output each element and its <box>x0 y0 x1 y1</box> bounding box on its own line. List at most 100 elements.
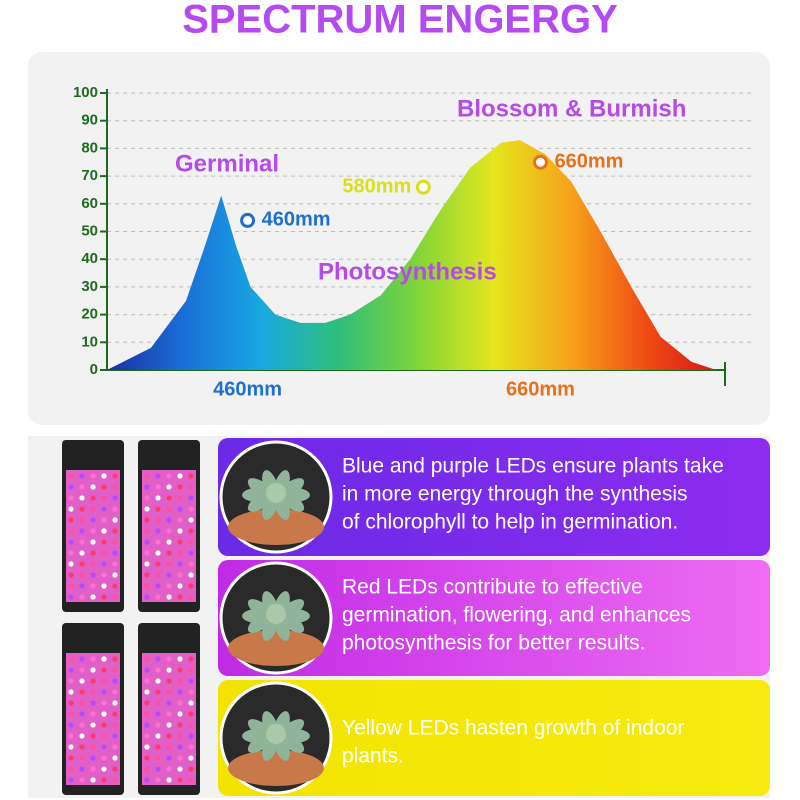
led <box>90 539 96 545</box>
led <box>188 539 194 545</box>
led <box>79 678 85 684</box>
led <box>155 583 161 589</box>
pot <box>228 630 324 666</box>
led <box>101 689 107 695</box>
led <box>90 506 96 512</box>
led <box>166 744 172 750</box>
led <box>144 755 150 761</box>
led-board <box>66 470 120 602</box>
led <box>166 700 172 706</box>
led <box>90 700 96 706</box>
led <box>188 484 194 490</box>
led <box>101 561 107 567</box>
led <box>90 678 96 684</box>
led <box>166 495 172 501</box>
led <box>68 700 74 706</box>
led <box>166 722 172 728</box>
led <box>155 777 161 783</box>
led <box>79 495 85 501</box>
led-board <box>142 653 196 785</box>
led <box>166 583 172 589</box>
led <box>79 722 85 728</box>
y-tick-label: 60 <box>81 195 98 212</box>
led <box>144 550 150 556</box>
led <box>101 766 107 772</box>
led <box>101 733 107 739</box>
led <box>155 561 161 567</box>
led <box>166 711 172 717</box>
led <box>155 528 161 534</box>
led <box>166 550 172 556</box>
x-tick-label: 660mm <box>506 378 575 400</box>
annotation: Blossom & Burmish <box>457 95 686 122</box>
led <box>79 484 85 490</box>
led <box>68 733 74 739</box>
led <box>144 766 150 772</box>
led <box>166 506 172 512</box>
pot <box>228 509 324 545</box>
led <box>188 572 194 578</box>
led <box>188 777 194 783</box>
chart: 0 10 20 30 40 50 60 70 80 90 100 460mm 660mm 460mm 580… <box>73 84 755 400</box>
panel-text: of chlorophyll to help in germination. <box>342 511 678 534</box>
led <box>79 733 85 739</box>
panel-texts: Blue and purple LEDs ensure plants take i… <box>342 455 724 768</box>
led <box>177 777 183 783</box>
led <box>68 528 74 534</box>
led <box>112 766 118 772</box>
led <box>155 539 161 545</box>
panel-text: plants. <box>342 745 404 768</box>
led <box>177 473 183 479</box>
led <box>155 572 161 578</box>
led <box>79 473 85 479</box>
led <box>155 722 161 728</box>
led <box>112 572 118 578</box>
led <box>166 539 172 545</box>
led <box>79 594 85 600</box>
y-tick-label: 80 <box>81 139 98 156</box>
led <box>144 667 150 673</box>
led <box>177 495 183 501</box>
led <box>188 495 194 501</box>
y-tick-label: 100 <box>73 84 98 101</box>
led <box>112 539 118 545</box>
point-marker <box>240 212 256 228</box>
led <box>68 594 74 600</box>
led <box>155 484 161 490</box>
led <box>144 561 150 567</box>
led <box>68 667 74 673</box>
led <box>101 777 107 783</box>
panel-text: in more energy through the synthesis <box>342 483 688 506</box>
led <box>155 744 161 750</box>
led <box>90 495 96 501</box>
led-board <box>142 470 196 602</box>
led <box>101 594 107 600</box>
y-tick-label: 0 <box>90 361 98 378</box>
led <box>112 583 118 589</box>
led <box>68 561 74 567</box>
led <box>79 689 85 695</box>
led <box>68 755 74 761</box>
led <box>144 656 150 662</box>
led <box>188 550 194 556</box>
led <box>90 583 96 589</box>
leaf-core <box>266 483 286 503</box>
led <box>90 656 96 662</box>
led <box>144 722 150 728</box>
led <box>68 506 74 512</box>
pot <box>228 750 324 786</box>
led <box>90 667 96 673</box>
led <box>112 733 118 739</box>
led <box>166 766 172 772</box>
led <box>188 711 194 717</box>
led <box>177 722 183 728</box>
led <box>188 473 194 479</box>
led <box>68 550 74 556</box>
led <box>144 711 150 717</box>
y-tick-label: 40 <box>81 250 98 267</box>
led <box>144 495 150 501</box>
led <box>177 689 183 695</box>
led-panels <box>62 440 200 795</box>
led <box>68 583 74 589</box>
